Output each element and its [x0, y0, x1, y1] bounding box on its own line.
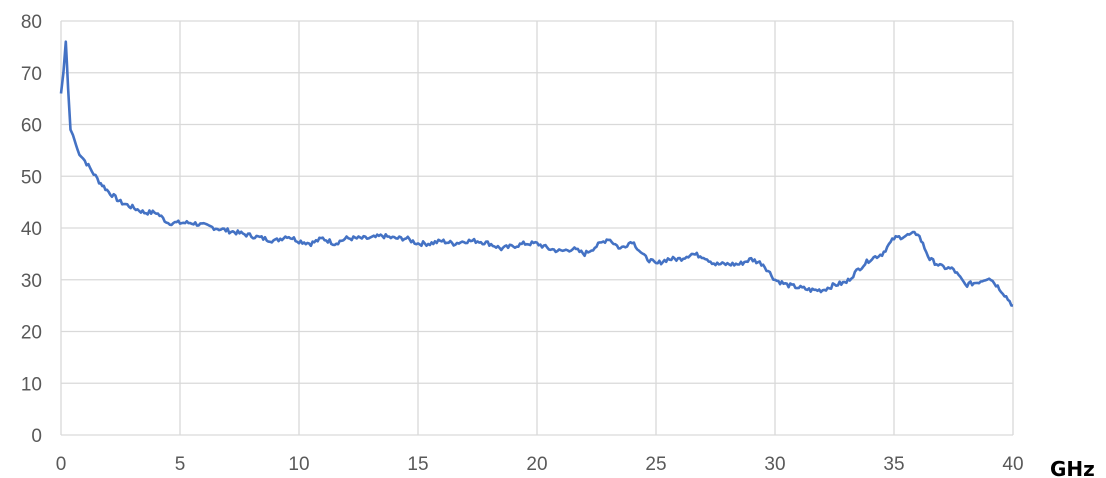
x-axis-tick-labels: 0 5 10 15 20 25 30 35 40: [56, 454, 1024, 475]
y-tick-label: 30: [21, 271, 42, 292]
y-tick-label: 50: [21, 167, 42, 188]
series-layer: [59, 40, 1014, 307]
x-axis-unit-label: GHz: [1050, 457, 1095, 478]
y-tick-label: 70: [21, 64, 42, 85]
x-tick-label: 10: [288, 454, 309, 475]
y-tick-label: 10: [21, 374, 42, 395]
y-tick-label: 60: [21, 116, 42, 137]
y-tick-label: 40: [21, 219, 42, 240]
x-tick-label: 0: [56, 454, 67, 475]
x-tick-label: 5: [175, 454, 186, 475]
x-tick-label: 40: [1002, 454, 1023, 475]
x-tick-label: 35: [883, 454, 904, 475]
series-line: [59, 40, 1014, 307]
y-tick-label: 80: [21, 12, 42, 33]
y-tick-label: 0: [31, 426, 42, 447]
x-tick-label: 15: [407, 454, 428, 475]
x-tick-label: 20: [526, 454, 547, 475]
y-tick-label: 20: [21, 323, 42, 344]
x-tick-label: 25: [645, 454, 666, 475]
y-axis-tick-labels: 0 10 20 30 40 50 60 70 80: [21, 12, 42, 447]
x-tick-label: 30: [764, 454, 785, 475]
vertical-gridlines: [60, 21, 1014, 435]
